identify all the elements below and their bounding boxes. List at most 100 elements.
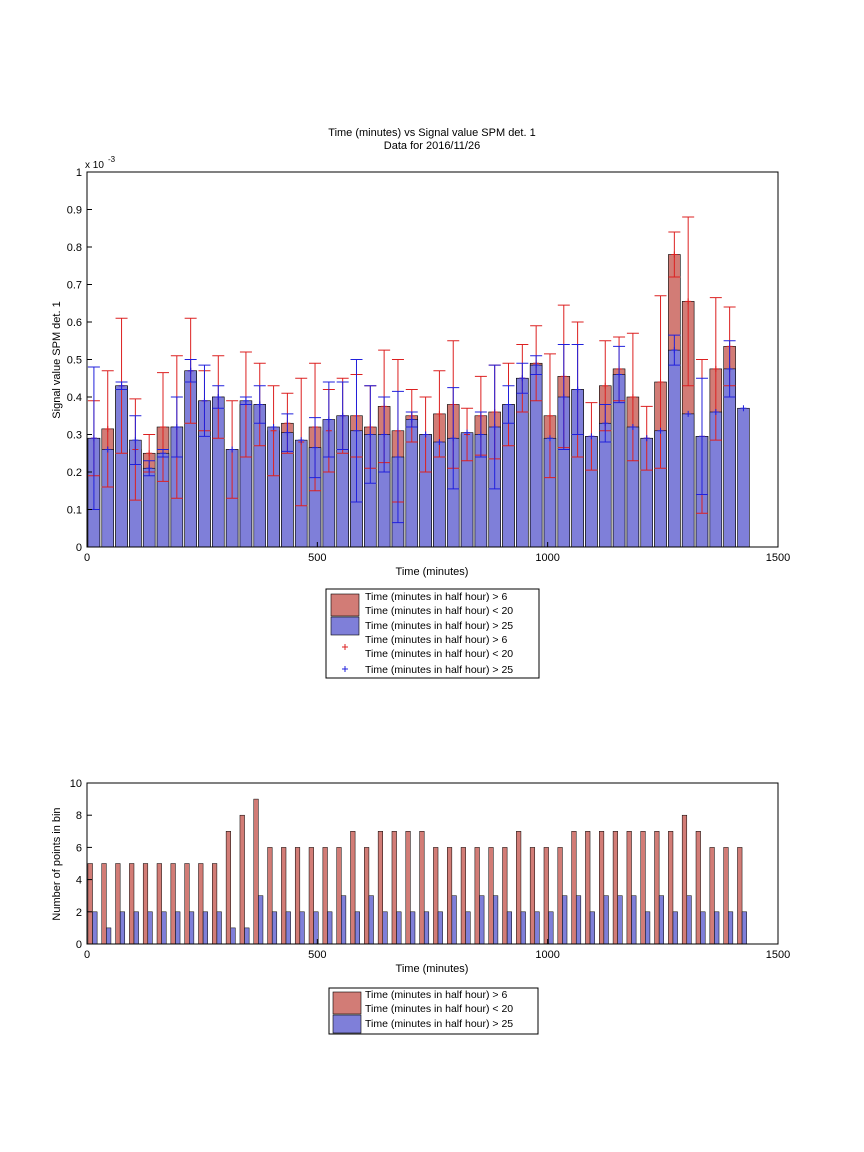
count-bar-blue [327,911,333,945]
legend-label: Time (minutes in half hour) < 20 [365,605,513,617]
count-bar-blue [534,911,540,945]
count-bar-red [170,863,176,945]
legend-label: Time (minutes in half hour) > 25 [365,1018,513,1030]
count-bar-red [626,831,632,945]
error-bar-blue [350,359,363,503]
count-bar-red [405,831,411,945]
error-bar-blue [488,364,501,490]
axis-ticks: 0 500 1000 1500 0 0.1 0.2 0.3 0.4 0.5 0.6 0.7 0.8 0.9… [67,167,791,564]
y-tick-label: 4 [76,875,82,887]
count-bar-blue [575,895,582,945]
count-bar-blue [741,911,747,945]
count-bar-red [723,847,729,945]
count-bar-blue [506,911,512,945]
y-tick-label: 1 [76,167,82,179]
x-tick-label: 1500 [766,949,790,961]
count-bar-blue [493,895,499,945]
count-bar-blue [617,895,623,945]
legend-marker-blue [342,666,348,672]
count-bar-red [364,847,370,945]
count-bar-red [322,847,328,945]
svg-text:-3: -3 [108,155,116,164]
count-bar-red [640,831,646,945]
count-bar-blue [368,895,374,945]
signal-chart: Time (minutes) vs Signal value SPM det. … [51,127,791,679]
count-bar-red [543,847,549,945]
y-tick-label: 0.6 [67,317,82,329]
count-bar-red [585,831,591,945]
legend-marker-red [342,644,348,650]
error-bar-blue [474,411,487,458]
count-bar-blue [161,911,167,945]
signal-error-bars [87,216,747,524]
legend-swatch-red [332,991,362,1015]
error-bar-red [682,216,695,387]
error-bar-red [543,353,556,479]
y-tick-label: 0.2 [67,467,82,479]
count-bar-red [198,863,204,945]
error-bar-blue [629,424,636,430]
legend-swatch-red [330,593,360,617]
y-tick-label: 0 [76,542,82,554]
error-bar-blue [516,362,529,394]
error-bar-blue [129,415,142,465]
error-bar-blue [309,417,322,479]
count-bar-red [737,847,743,945]
count-bar-blue [589,911,595,945]
count-bar-red [488,847,494,945]
y-exponent-label: x 10 -3 [85,155,116,171]
legend-label: Time (minutes in half hour) < 20 [365,1003,513,1015]
count-bar-red [115,863,121,945]
legend-box [325,588,540,679]
y-tick-label: 0 [76,939,82,951]
count-bar-red [184,863,190,945]
count-bar-blue [700,911,706,945]
error-bar-blue [115,381,128,390]
error-bar-blue [104,446,111,453]
y-tick-label: 2 [76,907,82,919]
error-bar-blue [740,405,747,412]
error-bar-blue [336,381,349,450]
count-bar-blue [92,911,98,945]
count-bar-blue [382,911,388,945]
error-bar-red [267,385,280,477]
x-tick-label: 1000 [535,552,559,564]
count-bar-blue [437,911,443,945]
legend-swatch-blue [330,616,360,636]
error-bar-blue [685,410,692,417]
error-bar-blue [270,424,277,430]
y-tick-label: 0.5 [67,355,82,367]
count-bar-red [267,847,273,945]
count-bar-blue [728,911,734,945]
error-bar-blue [143,460,156,477]
error-bar-blue [502,385,515,424]
count-bar-red [142,863,149,945]
y-axis-label: Signal value SPM det. 1 [51,301,63,418]
error-bar-blue [447,387,460,490]
legend-box [328,987,539,1035]
count-bar-blue [271,911,278,945]
x-tick-label: 1500 [766,552,790,564]
y-tick-label: 8 [76,810,82,822]
legend-label: Time (minutes in half hour) > 6 [365,591,507,603]
count-bar-blue [465,911,471,945]
x-axis-label: Time (minutes) [396,566,469,578]
count-bar-red [350,831,356,945]
count-bar-red [225,831,231,945]
y-tick-label: 0.9 [67,205,82,217]
count-bar-blue [658,895,665,945]
count-bar-red [460,847,466,945]
count-bar-blue [341,895,347,945]
count-bar-blue [285,911,291,945]
count-bar-red [281,847,287,945]
count-bar-blue [202,911,208,945]
count-bar-blue [106,927,112,945]
count-bar-red [87,863,93,945]
count-bar-red [156,863,162,945]
error-bar-blue [436,439,443,445]
count-bar-red [239,814,245,945]
error-bar-blue [157,449,170,458]
x-tick-label: 500 [308,949,326,961]
y-tick-label: 0.8 [67,242,82,254]
y-tick-label: 10 [70,778,82,790]
